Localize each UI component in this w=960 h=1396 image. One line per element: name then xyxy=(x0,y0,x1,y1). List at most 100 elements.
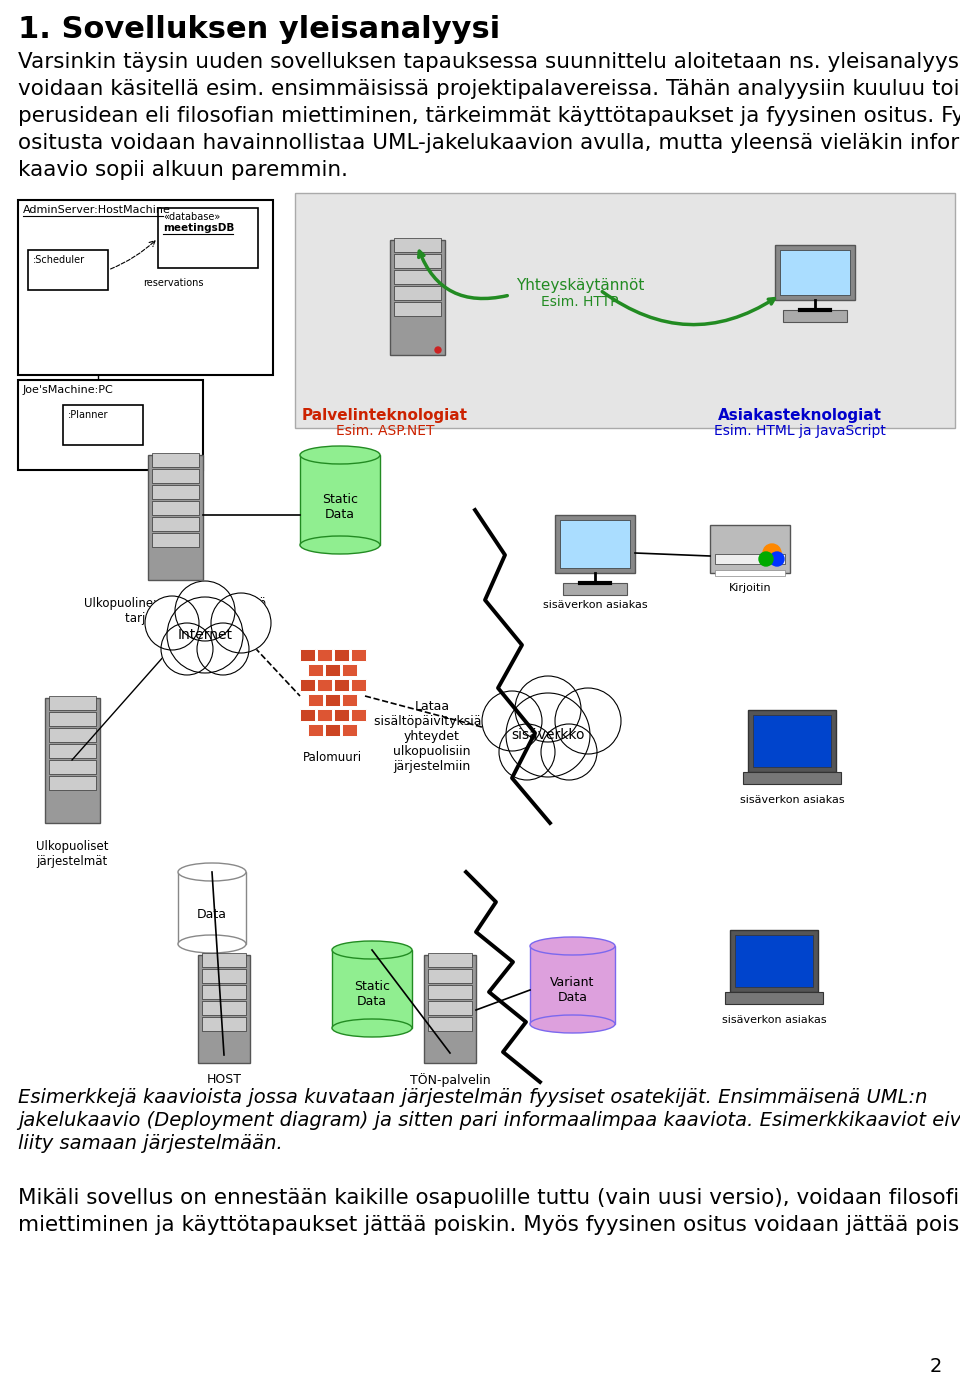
FancyBboxPatch shape xyxy=(300,649,315,660)
FancyBboxPatch shape xyxy=(202,986,246,1000)
FancyBboxPatch shape xyxy=(555,515,635,572)
Text: HOST: HOST xyxy=(206,1074,242,1086)
FancyBboxPatch shape xyxy=(308,664,323,676)
Circle shape xyxy=(541,725,597,780)
FancyBboxPatch shape xyxy=(730,930,818,993)
FancyBboxPatch shape xyxy=(428,953,472,967)
FancyBboxPatch shape xyxy=(300,709,315,720)
Text: Palomuuri: Palomuuri xyxy=(303,751,362,764)
Text: sisäverkon asiakas: sisäverkon asiakas xyxy=(722,1015,827,1025)
FancyBboxPatch shape xyxy=(178,872,246,944)
Text: Ulkopuolinen sisältöpäivityksiä
tarjoava palvelin: Ulkopuolinen sisältöpäivityksiä tarjoava… xyxy=(84,597,266,625)
FancyBboxPatch shape xyxy=(152,484,199,498)
Text: Internet: Internet xyxy=(178,628,232,642)
FancyBboxPatch shape xyxy=(158,208,258,268)
FancyBboxPatch shape xyxy=(202,969,246,983)
FancyBboxPatch shape xyxy=(18,380,203,470)
FancyBboxPatch shape xyxy=(715,554,785,564)
Text: Mikäli sovellus on ennestään kaikille osapuolille tuttu (vain uusi versio), void: Mikäli sovellus on ennestään kaikille os… xyxy=(18,1188,960,1208)
Text: miettiminen ja käyttötapaukset jättää poiskin. Myös fyysinen ositus voidaan jätt: miettiminen ja käyttötapaukset jättää po… xyxy=(18,1215,960,1235)
Ellipse shape xyxy=(178,863,246,881)
Circle shape xyxy=(145,596,199,651)
Text: «database»: «database» xyxy=(163,212,220,222)
Ellipse shape xyxy=(178,935,246,953)
FancyBboxPatch shape xyxy=(394,254,441,268)
Text: 1. Sovelluksen yleisanalyysi: 1. Sovelluksen yleisanalyysi xyxy=(18,15,500,45)
Ellipse shape xyxy=(332,941,412,959)
FancyBboxPatch shape xyxy=(300,678,315,691)
FancyBboxPatch shape xyxy=(334,709,349,720)
FancyBboxPatch shape xyxy=(28,250,108,290)
Circle shape xyxy=(435,348,441,353)
Circle shape xyxy=(211,593,271,653)
FancyBboxPatch shape xyxy=(300,455,380,544)
Text: jakelukaavio (Deployment diagram) ja sitten pari informaalimpaa kaaviota. Esimer: jakelukaavio (Deployment diagram) ja sit… xyxy=(18,1111,960,1129)
FancyBboxPatch shape xyxy=(317,649,332,660)
FancyBboxPatch shape xyxy=(753,715,831,766)
Text: Variant
Data: Variant Data xyxy=(550,976,594,1004)
FancyBboxPatch shape xyxy=(148,455,203,579)
FancyBboxPatch shape xyxy=(351,649,366,660)
Text: liity samaan järjestelmään.: liity samaan järjestelmään. xyxy=(18,1134,283,1153)
Ellipse shape xyxy=(332,1019,412,1037)
FancyBboxPatch shape xyxy=(428,1001,472,1015)
Text: AdminServer:HostMachine: AdminServer:HostMachine xyxy=(23,205,171,215)
Ellipse shape xyxy=(300,536,380,554)
FancyBboxPatch shape xyxy=(715,570,785,577)
FancyBboxPatch shape xyxy=(563,584,627,595)
FancyBboxPatch shape xyxy=(428,1018,472,1032)
FancyBboxPatch shape xyxy=(325,725,340,736)
FancyBboxPatch shape xyxy=(351,678,366,691)
Text: perusidean eli filosofian miettiminen, tärkeimmät käyttötapaukset ja fyysinen os: perusidean eli filosofian miettiminen, t… xyxy=(18,106,960,126)
Text: reservations: reservations xyxy=(143,278,204,288)
FancyBboxPatch shape xyxy=(317,678,332,691)
FancyBboxPatch shape xyxy=(152,452,199,468)
Text: Varsinkin täysin uuden sovelluksen tapauksessa suunnittelu aloitetaan ns. yleisa: Varsinkin täysin uuden sovelluksen tapau… xyxy=(18,52,960,73)
Text: sisäverkko: sisäverkko xyxy=(512,727,585,743)
Ellipse shape xyxy=(300,445,380,463)
FancyBboxPatch shape xyxy=(394,269,441,283)
Text: Asiakasteknologiat: Asiakasteknologiat xyxy=(718,408,882,423)
FancyBboxPatch shape xyxy=(49,744,96,758)
Circle shape xyxy=(555,688,621,754)
FancyBboxPatch shape xyxy=(49,697,96,711)
FancyBboxPatch shape xyxy=(394,237,441,253)
FancyBboxPatch shape xyxy=(202,1018,246,1032)
FancyBboxPatch shape xyxy=(390,240,445,355)
Text: Esim. HTTP: Esim. HTTP xyxy=(541,295,619,309)
Text: Esimerkkejä kaavioista jossa kuvataan järjestelmän fyysiset osatekijät. Ensimmäi: Esimerkkejä kaavioista jossa kuvataan jä… xyxy=(18,1087,927,1107)
Text: meetingsDB: meetingsDB xyxy=(163,223,234,233)
Text: Ulkopuoliset
järjestelmät: Ulkopuoliset järjestelmät xyxy=(36,840,108,868)
Text: Yhteyskäytännöt: Yhteyskäytännöt xyxy=(516,278,644,293)
Circle shape xyxy=(482,691,542,751)
FancyBboxPatch shape xyxy=(49,759,96,773)
FancyBboxPatch shape xyxy=(49,776,96,790)
FancyBboxPatch shape xyxy=(743,772,841,785)
FancyBboxPatch shape xyxy=(342,664,357,676)
FancyBboxPatch shape xyxy=(725,993,823,1004)
FancyBboxPatch shape xyxy=(735,935,813,987)
Circle shape xyxy=(499,725,555,780)
Text: :Scheduler: :Scheduler xyxy=(33,255,85,265)
Text: :Planner: :Planner xyxy=(68,410,108,420)
FancyBboxPatch shape xyxy=(748,711,836,772)
FancyBboxPatch shape xyxy=(152,469,199,483)
FancyBboxPatch shape xyxy=(308,725,323,736)
Text: Esim. ASP.NET: Esim. ASP.NET xyxy=(336,424,434,438)
FancyBboxPatch shape xyxy=(783,310,847,322)
FancyBboxPatch shape xyxy=(530,946,615,1025)
Text: kaavio sopii alkuun paremmin.: kaavio sopii alkuun paremmin. xyxy=(18,161,348,180)
Circle shape xyxy=(515,676,581,743)
Text: ositusta voidaan havainnollistaa UML-jakelukaavion avulla, mutta yleensä vieläki: ositusta voidaan havainnollistaa UML-jak… xyxy=(18,133,960,154)
Ellipse shape xyxy=(530,1015,615,1033)
FancyBboxPatch shape xyxy=(152,533,199,547)
Text: Palvelinteknologiat: Palvelinteknologiat xyxy=(302,408,468,423)
FancyBboxPatch shape xyxy=(198,955,250,1062)
FancyBboxPatch shape xyxy=(308,694,323,706)
Circle shape xyxy=(161,623,213,676)
FancyBboxPatch shape xyxy=(45,698,100,824)
FancyBboxPatch shape xyxy=(295,193,955,429)
Circle shape xyxy=(167,597,243,673)
FancyBboxPatch shape xyxy=(63,405,143,445)
FancyBboxPatch shape xyxy=(325,694,340,706)
